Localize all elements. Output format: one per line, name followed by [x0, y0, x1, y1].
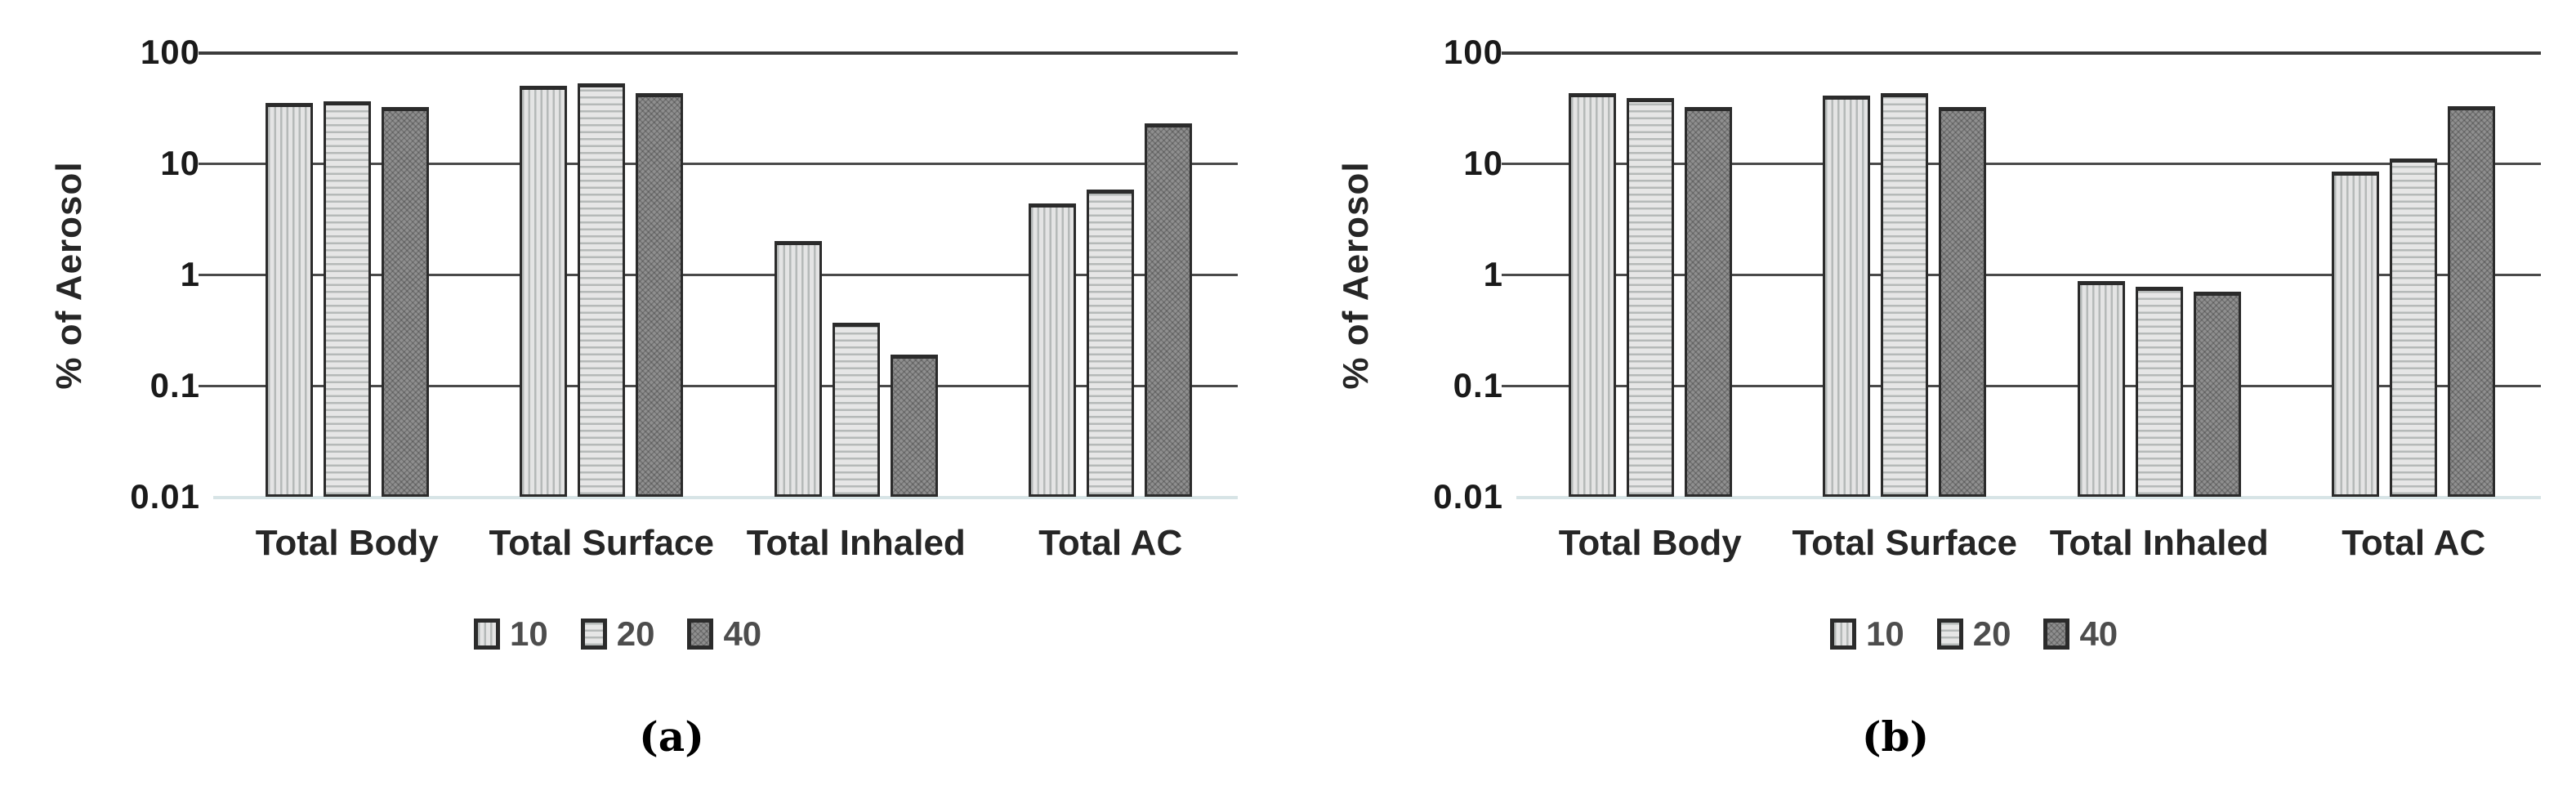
legend-item-10: 10: [1830, 614, 1904, 654]
y-tick-label: 10: [1463, 144, 1503, 182]
y-tick-label: 100: [140, 33, 200, 71]
y-tick-labels: 100 10 1 0.1 0.01: [0, 34, 200, 515]
gridline: [1502, 51, 2541, 55]
bar-group: [220, 52, 475, 497]
bar-group: [984, 52, 1239, 497]
bar-series-20-total-ac: [1087, 190, 1135, 497]
legend-item-20: 20: [1936, 614, 2011, 654]
gridline: [199, 51, 1238, 55]
y-tick-label: 0.01: [1433, 477, 1503, 516]
legend: 10 20 40: [474, 614, 761, 654]
bar-group: [2032, 52, 2287, 497]
bar-series-40-total-body: [381, 107, 429, 497]
legend-swatch-dark-crosshatch: [2043, 619, 2070, 650]
category-labels: Total Body Total Surface Total Inhaled Tota…: [1523, 523, 2541, 564]
bar-series-10-total-ac: [1029, 203, 1077, 497]
bar-series-40-total-surface: [636, 92, 684, 497]
plot-area: [1502, 51, 2541, 499]
bar-series-10-total-surface: [520, 85, 568, 497]
chart-panel-b: % of Aerosol 100 10 1 0.1 0.01 Total Body Tot…: [1303, 0, 2576, 795]
bar-series-20-total-surface: [1881, 92, 1929, 497]
bar-series-40-total-surface: [1939, 107, 1987, 497]
legend-label: 40: [723, 614, 762, 653]
bar-group: [475, 52, 730, 497]
panel-label-b: (b): [1861, 712, 1930, 761]
bar-series-10-total-inhaled: [774, 241, 822, 497]
bar-series-20-total-inhaled: [832, 322, 880, 497]
bar-group: [1778, 52, 2033, 497]
bar-series-20-total-ac: [2390, 159, 2438, 497]
bar-series-40-total-body: [1684, 107, 1732, 497]
y-tick-label: 1: [1483, 255, 1503, 293]
legend-item-40: 40: [687, 614, 761, 654]
legend-swatch-vertical-stripes: [1830, 619, 1856, 650]
legend-label: 20: [616, 614, 655, 653]
legend-label: 20: [1972, 614, 2011, 653]
bar-series-40-total-inhaled: [2193, 292, 2241, 497]
y-tick-label: 10: [160, 144, 200, 182]
gridline: [1502, 274, 2541, 276]
bar-series-10-total-surface: [1823, 95, 1871, 497]
legend-item-20: 20: [580, 614, 655, 654]
bar-series-40-total-ac: [2448, 105, 2496, 497]
chart-panel-a: % of Aerosol 100 10 1 0.1 0.01 Total Body Tot…: [0, 34, 1238, 761]
gridline: [1502, 385, 2541, 387]
y-tick-label: 0.1: [1453, 366, 1503, 404]
y-tick-label: 0.01: [130, 477, 200, 516]
category-label: Total Surface: [1792, 523, 2017, 563]
legend-item-40: 40: [2043, 614, 2118, 654]
category-label: Total AC: [2342, 523, 2486, 563]
legend-swatch-vertical-stripes: [474, 619, 500, 650]
gridline: [1502, 163, 2541, 165]
legend-label: 10: [1866, 614, 1904, 653]
gridline: [1516, 496, 2541, 499]
gridline: [213, 496, 1238, 499]
bar-series-40-total-ac: [1145, 123, 1193, 497]
bar-series-20-total-body: [323, 101, 371, 497]
bar-series-20-total-surface: [578, 83, 626, 497]
category-label: Total Body: [255, 523, 439, 563]
bar-series-40-total-inhaled: [890, 355, 938, 497]
bar-series-10-total-inhaled: [2077, 280, 2125, 497]
y-tick-label: 1: [180, 255, 200, 293]
category-label: Total AC: [1038, 523, 1183, 563]
y-tick-label: 0.1: [150, 366, 200, 404]
y-tick-label: 100: [1443, 33, 1503, 71]
bar-group: [2287, 52, 2542, 497]
category-label: Total Inhaled: [2049, 523, 2269, 563]
gridline: [199, 274, 1238, 276]
bar-series-10-total-body: [1568, 92, 1616, 497]
plot-area: [199, 51, 1238, 499]
category-label: Total Surface: [489, 523, 714, 563]
bar-series-20-total-body: [1626, 97, 1674, 497]
bar-group: [729, 52, 984, 497]
legend-label: 40: [2079, 614, 2118, 653]
gridline: [199, 163, 1238, 165]
category-label: Total Body: [1558, 523, 1742, 563]
bar-groups: [220, 52, 1238, 497]
legend-swatch-horizontal-stripes: [1936, 619, 1963, 650]
legend-swatch-horizontal-stripes: [580, 619, 607, 650]
bar-series-10-total-body: [265, 103, 313, 497]
bar-group: [1523, 52, 1778, 497]
category-labels: Total Body Total Surface Total Inhaled Tota…: [220, 523, 1238, 564]
legend-label: 10: [510, 614, 548, 653]
bar-series-10-total-ac: [2332, 171, 2380, 497]
legend: 10 20 40: [1830, 614, 2118, 654]
legend-swatch-dark-crosshatch: [687, 619, 714, 650]
bar-series-20-total-inhaled: [2135, 286, 2183, 497]
panel-label-a: (a): [639, 712, 704, 761]
y-tick-labels: 100 10 1 0.1 0.01: [1303, 34, 1503, 515]
bar-groups: [1523, 52, 2541, 497]
gridline: [199, 385, 1238, 387]
category-label: Total Inhaled: [746, 523, 966, 563]
legend-item-10: 10: [474, 614, 548, 654]
